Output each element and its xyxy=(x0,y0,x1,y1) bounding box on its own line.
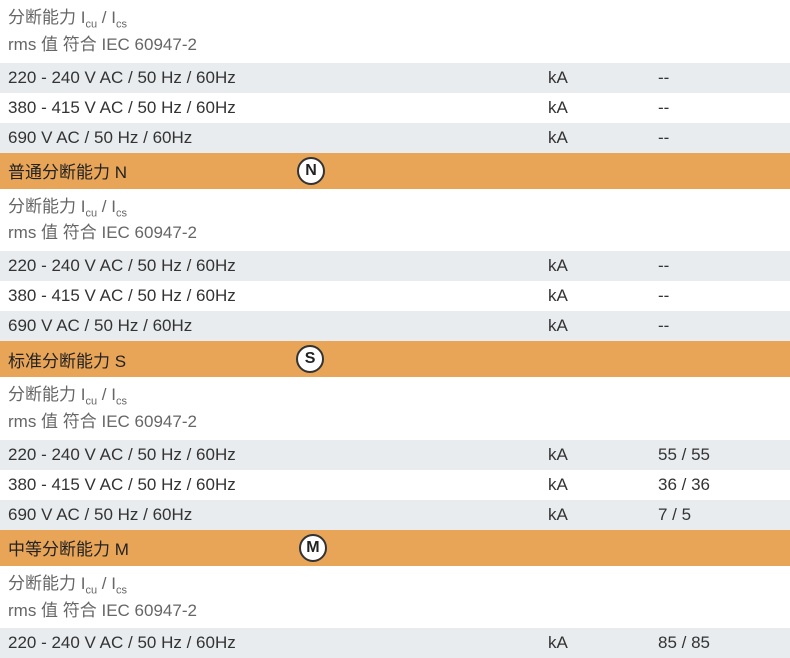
row-unit: kA xyxy=(548,68,658,88)
row-label: 220 - 240 V AC / 50 Hz / 60Hz xyxy=(8,445,548,465)
sub-cs: cs xyxy=(116,207,127,219)
row-label: 380 - 415 V AC / 50 Hz / 60Hz xyxy=(8,475,548,495)
data-row: 220 - 240 V AC / 50 Hz / 60Hz kA 85 / 85 xyxy=(0,628,790,658)
subheader-line2: rms 值 符合 IEC 60947-2 xyxy=(8,221,782,245)
sub-cs: cs xyxy=(116,18,127,30)
row-unit: kA xyxy=(548,98,658,118)
row-unit: kA xyxy=(548,316,658,336)
row-value: -- xyxy=(658,68,782,88)
row-label: 380 - 415 V AC / 50 Hz / 60Hz xyxy=(8,98,548,118)
row-unit: kA xyxy=(548,445,658,465)
row-unit: kA xyxy=(548,505,658,525)
section-header-m: 中等分断能力 M M xyxy=(0,530,790,566)
subheader-line1: 分断能力 Icu / Ics xyxy=(8,6,782,33)
data-row: 220 - 240 V AC / 50 Hz / 60Hz kA 55 / 55 xyxy=(0,440,790,470)
sub-cs: cs xyxy=(116,584,127,596)
sub-mid: / I xyxy=(97,574,116,593)
row-unit: kA xyxy=(548,633,658,653)
row-label: 690 V AC / 50 Hz / 60Hz xyxy=(8,128,548,148)
row-value: 36 / 36 xyxy=(658,475,782,495)
row-label: 690 V AC / 50 Hz / 60Hz xyxy=(8,316,548,336)
row-value: 7 / 5 xyxy=(658,505,782,525)
row-label: 690 V AC / 50 Hz / 60Hz xyxy=(8,505,548,525)
subheader-n: 分断能力 Icu / Ics rms 值 符合 IEC 60947-2 xyxy=(0,189,790,252)
row-label: 380 - 415 V AC / 50 Hz / 60Hz xyxy=(8,286,548,306)
row-unit: kA xyxy=(548,128,658,148)
sub-cu: cu xyxy=(85,584,97,596)
section-title: 普通分断能力 N N xyxy=(8,157,548,185)
sub-cs: cs xyxy=(116,396,127,408)
subheader-s: 分断能力 Icu / Ics rms 值 符合 IEC 60947-2 xyxy=(0,377,790,440)
sub-prefix: 分断能力 I xyxy=(8,574,85,593)
subheader-line2: rms 值 符合 IEC 60947-2 xyxy=(8,410,782,434)
section-header-n: 普通分断能力 N N xyxy=(0,153,790,189)
s-icon: S xyxy=(296,345,324,373)
data-row: 220 - 240 V AC / 50 Hz / 60Hz kA -- xyxy=(0,63,790,93)
row-value: -- xyxy=(658,286,782,306)
row-unit: kA xyxy=(548,286,658,306)
row-label: 220 - 240 V AC / 50 Hz / 60Hz xyxy=(8,256,548,276)
data-row: 690 V AC / 50 Hz / 60Hz kA -- xyxy=(0,123,790,153)
row-value: 55 / 55 xyxy=(658,445,782,465)
data-row: 690 V AC / 50 Hz / 60Hz kA 7 / 5 xyxy=(0,500,790,530)
sub-mid: / I xyxy=(97,385,116,404)
row-unit: kA xyxy=(548,256,658,276)
data-row: 690 V AC / 50 Hz / 60Hz kA -- xyxy=(0,311,790,341)
row-value: -- xyxy=(658,316,782,336)
subheader-line1: 分断能力 Icu / Ics xyxy=(8,572,782,599)
section-header-s: 标准分断能力 S S xyxy=(0,341,790,377)
subheader-line2: rms 值 符合 IEC 60947-2 xyxy=(8,599,782,623)
sub-prefix: 分断能力 I xyxy=(8,197,85,216)
section-title: 中等分断能力 M M xyxy=(8,534,548,562)
sub-cu: cu xyxy=(85,18,97,30)
subheader-line1: 分断能力 Icu / Ics xyxy=(8,383,782,410)
section-title-text: 中等分断能力 M xyxy=(8,535,129,560)
row-label: 220 - 240 V AC / 50 Hz / 60Hz xyxy=(8,633,548,653)
sub-cu: cu xyxy=(85,207,97,219)
subheader-line2: rms 值 符合 IEC 60947-2 xyxy=(8,33,782,57)
sub-mid: / I xyxy=(97,197,116,216)
data-row: 380 - 415 V AC / 50 Hz / 60Hz kA 36 / 36 xyxy=(0,470,790,500)
section-title: 标准分断能力 S S xyxy=(8,345,548,373)
subheader-top: 分断能力 Icu / Ics rms 值 符合 IEC 60947-2 xyxy=(0,0,790,63)
m-icon: M xyxy=(299,534,327,562)
subheader-m: 分断能力 Icu / Ics rms 值 符合 IEC 60947-2 xyxy=(0,566,790,629)
subheader-line1: 分断能力 Icu / Ics xyxy=(8,195,782,222)
data-row: 380 - 415 V AC / 50 Hz / 60Hz kA -- xyxy=(0,281,790,311)
row-value: -- xyxy=(658,98,782,118)
section-title-text: 标准分断能力 S xyxy=(8,347,126,372)
sub-cu: cu xyxy=(85,396,97,408)
row-value: 85 / 85 xyxy=(658,633,782,653)
row-value: -- xyxy=(658,256,782,276)
spec-table: 分断能力 Icu / Ics rms 值 符合 IEC 60947-2 220 … xyxy=(0,0,790,658)
row-label: 220 - 240 V AC / 50 Hz / 60Hz xyxy=(8,68,548,88)
sub-prefix: 分断能力 I xyxy=(8,8,85,27)
n-icon: N xyxy=(297,157,325,185)
section-title-text: 普通分断能力 N xyxy=(8,158,127,183)
row-unit: kA xyxy=(548,475,658,495)
row-value: -- xyxy=(658,128,782,148)
sub-prefix: 分断能力 I xyxy=(8,385,85,404)
sub-mid: / I xyxy=(97,8,116,27)
data-row: 220 - 240 V AC / 50 Hz / 60Hz kA -- xyxy=(0,251,790,281)
data-row: 380 - 415 V AC / 50 Hz / 60Hz kA -- xyxy=(0,93,790,123)
